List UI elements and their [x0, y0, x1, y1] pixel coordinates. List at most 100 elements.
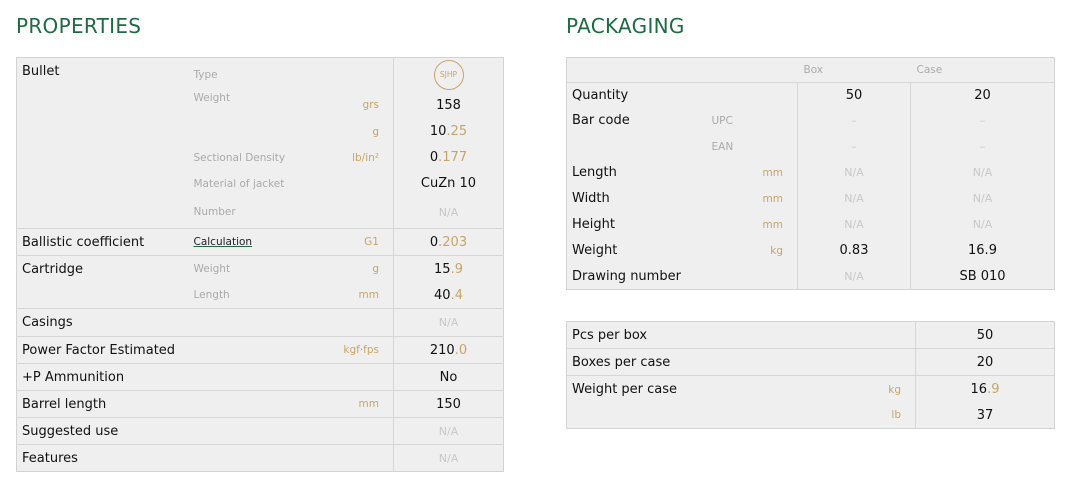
packaging-title: PACKAGING	[566, 14, 685, 38]
box-value: N/A	[797, 185, 911, 212]
use-label: Suggested use	[16, 417, 189, 445]
features-value: N/A	[393, 444, 504, 472]
weight-label: Weight	[193, 91, 231, 104]
box-value: N/A	[797, 211, 911, 238]
features-label: Features	[16, 444, 189, 472]
length-label: Length	[193, 289, 230, 302]
packaging-row: Weight kg 0.83 16.9	[567, 237, 1055, 264]
plusp-label: +P Ammunition	[16, 363, 189, 391]
row-label: Quantity	[572, 87, 629, 103]
unit: mm	[358, 289, 379, 302]
type-label: Type	[193, 68, 218, 81]
plusp-value: No	[393, 363, 504, 391]
unit	[757, 83, 798, 108]
unit: lb/in²	[352, 151, 379, 164]
wpc-kg: 16.9	[915, 375, 1055, 403]
unit: mm	[762, 218, 783, 231]
packaging-summary-table: Pcs per box 50 Boxes per case 20 Weight pe…	[566, 321, 1055, 429]
unit: mm	[762, 166, 783, 179]
row-sublabel	[707, 160, 757, 186]
row-sublabel	[707, 212, 757, 238]
bullet-type-badge: SJHP	[433, 59, 464, 90]
row-label: Weight	[572, 243, 618, 258]
bc-value: 0.203	[393, 228, 504, 256]
row-label: Width	[572, 191, 610, 206]
packaging-row: EAN – –	[567, 133, 1055, 160]
row-sublabel: UPC	[711, 114, 733, 127]
unit: g	[313, 255, 394, 283]
box-value: –	[797, 107, 911, 134]
case-value: –	[910, 107, 1055, 134]
case-value: –	[910, 133, 1055, 160]
packaging-row: Length mm N/A N/A	[567, 159, 1055, 186]
pcs-value: 50	[915, 321, 1055, 349]
boxes-label: Boxes per case	[566, 348, 916, 376]
power-value: 210.0	[393, 336, 504, 364]
pcs-label: Pcs per box	[572, 327, 648, 343]
sd-label: Sectional Density	[193, 151, 286, 164]
case-value: N/A	[910, 211, 1055, 238]
properties-title: PROPERTIES	[16, 14, 142, 38]
row-label: Length	[572, 165, 617, 180]
row-sublabel	[707, 238, 757, 264]
packaging-row: Quantity 50 20	[567, 82, 1055, 108]
packaging-table: Box Case Quantity 50 20 Bar code UPC – – EAN – – Le…	[566, 57, 1055, 290]
unit	[757, 134, 798, 160]
unit: kg	[770, 244, 783, 257]
boxes-value: 20	[915, 348, 1055, 376]
case-value: 16.9	[910, 237, 1055, 264]
bullet-weight-grs: 158	[393, 91, 504, 119]
jacket-material: CuZn 10	[393, 170, 504, 197]
unit: kg	[888, 384, 901, 396]
box-value: 0.83	[797, 237, 911, 264]
row-label	[567, 134, 707, 160]
bullet-number: N/A	[393, 196, 504, 229]
case-value: 20	[910, 82, 1055, 108]
row-sublabel	[707, 83, 757, 108]
wpc-label: Weight per case	[572, 381, 678, 397]
row-sublabel	[707, 186, 757, 212]
unit: grs	[362, 99, 379, 111]
number-label: Number	[193, 206, 236, 219]
packaging-row: Drawing number N/A SB 010	[567, 263, 1055, 290]
box-value: N/A	[797, 263, 911, 290]
col-box: Box	[797, 57, 911, 83]
unit: mm	[313, 390, 394, 418]
unit: G1	[313, 228, 394, 256]
barrel-label: Barrel length	[16, 390, 189, 418]
unit: lb	[891, 409, 901, 422]
cartridge-weight: 15.9	[393, 255, 504, 283]
unit: g	[372, 125, 379, 138]
casings-label: Casings	[16, 308, 189, 337]
weight-label: Weight	[188, 255, 314, 283]
unit: kgf·fps	[313, 336, 394, 364]
case-value: SB 010	[910, 263, 1055, 290]
bullet-weight-g: 10.25	[393, 118, 504, 145]
row-label: Height	[572, 217, 615, 232]
unit	[757, 264, 798, 290]
power-label: Power Factor Estimated	[16, 336, 189, 364]
col-case: Case	[910, 57, 1055, 83]
row-label: Drawing number	[572, 268, 681, 284]
wpc-lb: 37	[915, 402, 1055, 429]
casings-value: N/A	[393, 308, 504, 337]
box-value: 50	[797, 82, 911, 108]
bc-label: Ballistic coefficient	[16, 228, 189, 256]
case-value: N/A	[910, 185, 1055, 212]
use-value: N/A	[393, 417, 504, 445]
cartridge-length: 40.4	[393, 282, 504, 309]
unit: mm	[762, 192, 783, 205]
row-sublabel	[707, 264, 757, 290]
box-value: –	[797, 133, 911, 160]
calculation-link[interactable]: Calculation	[193, 236, 253, 248]
bullet-row: Bullet Type SJHP	[17, 57, 504, 92]
jacket-label: Material of jacket	[193, 177, 285, 190]
row-label: Bar code	[572, 113, 630, 128]
barrel-value: 150	[393, 390, 504, 418]
box-value: N/A	[797, 159, 911, 186]
unit	[757, 108, 798, 134]
cartridge-label: Cartridge	[16, 255, 189, 283]
packaging-row: Height mm N/A N/A	[567, 211, 1055, 238]
case-value: N/A	[910, 159, 1055, 186]
packaging-row: Width mm N/A N/A	[567, 185, 1055, 212]
